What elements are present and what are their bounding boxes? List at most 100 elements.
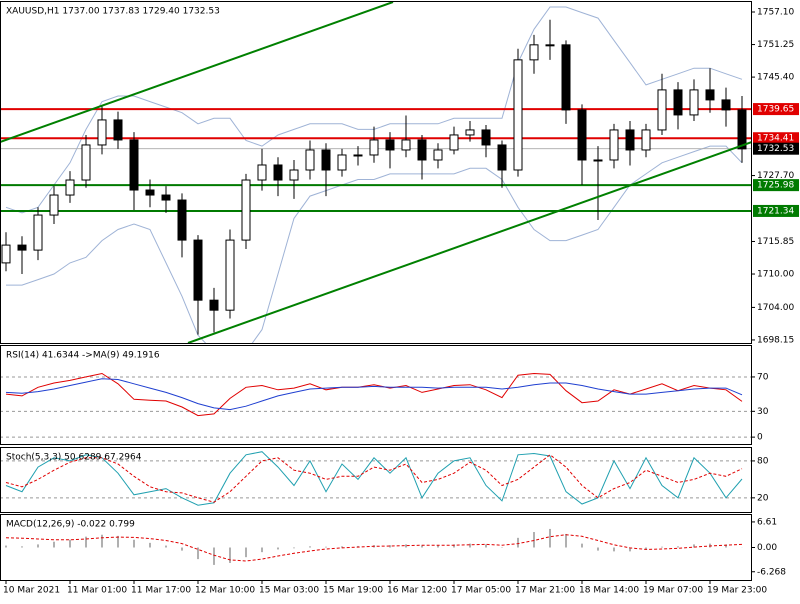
histogram-bar [149, 543, 151, 548]
histogram-bar [21, 546, 23, 547]
y-tick-label: 1757.10 [757, 8, 794, 18]
x-tick-label: 11 Mar 17:00 [131, 586, 191, 596]
candle-body [690, 90, 698, 115]
histogram-bar [581, 544, 583, 548]
y-tick-label: 0.00 [757, 543, 777, 553]
y-tick-label: 1751.25 [757, 40, 794, 50]
histogram-bar [661, 547, 663, 548]
candle-body [242, 180, 250, 240]
level-tag-label: 1725.98 [757, 181, 794, 191]
x-tick-label: 19 Mar 07:00 [643, 586, 703, 596]
candle-body [2, 245, 10, 263]
y-tick-label: 30 [757, 407, 769, 417]
histogram-bar [325, 547, 327, 548]
candle-body [18, 245, 26, 250]
histogram-bar [469, 544, 471, 548]
x-tick-label: 12 Mar 10:00 [195, 586, 255, 596]
candle-body [114, 120, 122, 140]
x-tick-label: 10 Mar 2021 [3, 586, 60, 596]
level-tag-label: 1739.65 [757, 105, 794, 115]
histogram-bar [293, 548, 295, 549]
histogram-bar [117, 536, 119, 548]
y-tick-label: 1698.15 [757, 335, 794, 345]
x-tick-label: 15 Mar 03:00 [259, 586, 319, 596]
candle-body [498, 145, 506, 170]
candle-body [386, 140, 394, 150]
candle-body [34, 215, 42, 250]
histogram-bar [245, 548, 247, 558]
histogram-bar [597, 548, 599, 551]
y-tick-label: 1715.85 [757, 237, 794, 247]
candle-body [322, 150, 330, 170]
x-tick-label: 15 Mar 19:00 [323, 586, 383, 596]
histogram-bar [549, 529, 551, 548]
y-tick-label: 70 [757, 372, 769, 382]
candle-body [146, 190, 154, 195]
candle-body [178, 200, 186, 240]
histogram-bar [341, 546, 343, 547]
histogram-bar [213, 548, 215, 565]
candle-body [482, 130, 490, 145]
candle-body [226, 240, 234, 310]
histogram-bar [133, 540, 135, 548]
y-tick-label: 80 [757, 456, 769, 466]
histogram-bar [53, 542, 55, 548]
candle-body [306, 150, 314, 170]
candle-body [338, 155, 346, 170]
y-tick-label: 6.61 [757, 517, 777, 527]
candle-body [514, 60, 522, 170]
histogram-bar [565, 534, 567, 548]
y-tick-label: 0 [757, 433, 763, 443]
candle-body [402, 140, 410, 150]
x-tick-label: 16 Mar 12:00 [387, 586, 447, 596]
y-tick-label: -6.268 [757, 567, 786, 577]
x-tick-label: 17 Mar 05:00 [451, 586, 511, 596]
y-tick-label: 20 [757, 493, 769, 503]
panel-title: XAUUSD,H1 1737.00 1737.83 1729.40 1732.5… [6, 7, 220, 17]
histogram-bar [37, 544, 39, 547]
histogram-bar [165, 546, 167, 548]
histogram-bar [5, 546, 7, 548]
candle-body [706, 90, 714, 100]
price-tag-label: 1732.53 [757, 144, 794, 154]
histogram-bar [437, 546, 439, 548]
y-tick-label: 1745.40 [757, 73, 794, 83]
candle-body [450, 135, 458, 150]
histogram-bar [677, 546, 679, 547]
level-tag-label: 1734.41 [757, 134, 794, 144]
histogram-bar [85, 537, 87, 548]
candle-body [66, 180, 74, 195]
panel-title: RSI(14) 41.6344 ->MA(9) 49.1916 [6, 351, 160, 361]
histogram-bar [101, 535, 103, 548]
y-tick-label: 1704.00 [757, 303, 794, 313]
candle-body [530, 45, 538, 60]
panel-title: Stoch(5,3,3) 50.6289 67.2964 [6, 453, 142, 463]
candle-body [82, 145, 90, 180]
candle-body [722, 100, 730, 110]
candle-body [354, 155, 362, 156]
histogram-bar [181, 548, 183, 551]
candle-body [162, 195, 170, 200]
candle-body [594, 160, 602, 161]
candle-body [258, 165, 266, 180]
histogram-bar [261, 548, 263, 553]
candle-body [194, 240, 202, 300]
candle-body [642, 130, 650, 150]
histogram-bar [517, 538, 519, 548]
candle-body [578, 110, 586, 160]
candle-body [130, 140, 138, 190]
x-tick-label: 11 Mar 01:00 [67, 586, 127, 596]
candle-body [370, 140, 378, 155]
candle-body [546, 45, 554, 46]
x-tick-label: 17 Mar 21:00 [515, 586, 575, 596]
histogram-bar [613, 548, 615, 552]
candle-body [658, 90, 666, 130]
histogram-bar [309, 546, 311, 547]
x-tick-label: 18 Mar 14:00 [579, 586, 639, 596]
candle-body [466, 130, 474, 135]
candle-body [610, 130, 618, 160]
panel-title: MACD(12,26,9) -0.022 0.799 [6, 520, 135, 530]
candle-body [50, 195, 58, 215]
candle-body [418, 140, 426, 160]
candle-body [274, 165, 282, 180]
